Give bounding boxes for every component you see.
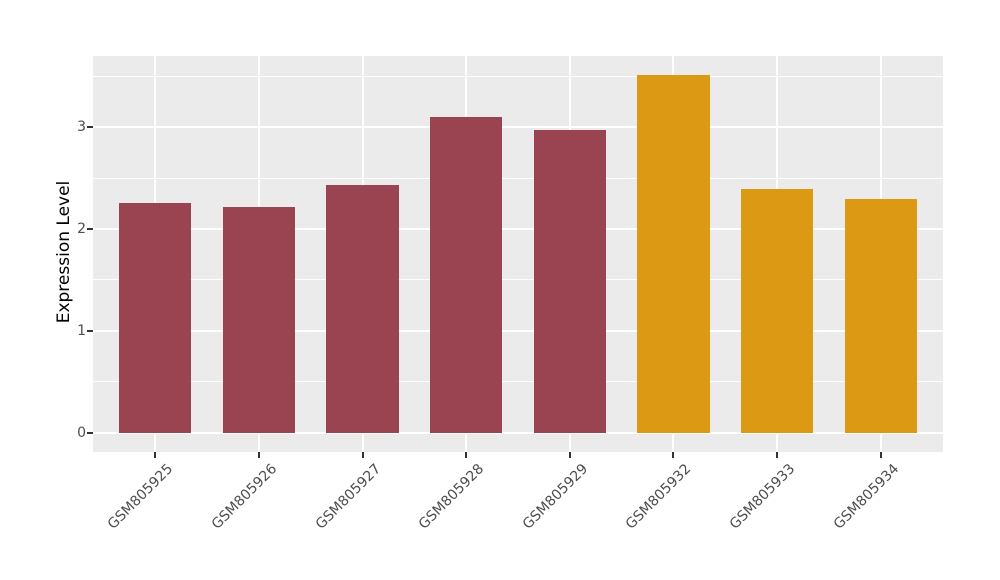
gridline-major-horizontal	[93, 431, 943, 434]
y-axis-title: Expression Level	[54, 180, 74, 324]
plot-panel	[93, 56, 943, 452]
y-tick-mark	[87, 431, 93, 434]
gridline-major-horizontal	[93, 329, 943, 332]
x-tick-label: GSM805933	[726, 461, 799, 533]
x-tick-label: GSM805929	[519, 461, 592, 533]
y-tick-label: 0	[77, 424, 86, 441]
y-tick-label: 3	[77, 119, 86, 136]
x-tick-mark	[879, 452, 882, 458]
y-tick-mark	[87, 228, 93, 231]
bar-GSM805929	[533, 130, 607, 433]
gridline-major-horizontal	[93, 126, 943, 129]
x-tick-label: GSM805925	[104, 461, 177, 533]
x-tick-mark	[154, 452, 157, 458]
y-tick-mark	[87, 329, 93, 332]
bar-GSM805932	[637, 75, 710, 433]
x-tick-mark	[361, 452, 364, 458]
bar-GSM805933	[740, 189, 814, 433]
x-tick-mark	[776, 452, 779, 458]
gridline-minor-horizontal	[93, 75, 943, 77]
bar-GSM805925	[118, 202, 192, 433]
y-tick-label: 1	[77, 322, 86, 339]
bar-GSM805926	[222, 206, 296, 433]
x-tick-label: GSM805928	[415, 461, 488, 533]
gridline-minor-horizontal	[93, 279, 943, 281]
x-tick-mark	[465, 452, 468, 458]
y-tick-mark	[87, 126, 93, 129]
gridline-minor-horizontal	[93, 381, 943, 383]
y-tick-label: 2	[77, 221, 86, 238]
gridline-major-horizontal	[93, 228, 943, 231]
bar-GSM805934	[844, 198, 918, 433]
x-tick-label: GSM805932	[623, 461, 695, 533]
x-tick-mark	[568, 452, 571, 458]
x-tick-label: GSM805926	[208, 461, 281, 533]
x-tick-label: GSM805934	[830, 461, 903, 533]
bar-GSM805927	[326, 185, 399, 433]
x-tick-mark	[257, 452, 260, 458]
x-tick-label: GSM805927	[312, 461, 384, 533]
bar-GSM805928	[429, 117, 503, 433]
x-tick-mark	[672, 452, 675, 458]
gridline-minor-horizontal	[93, 177, 943, 179]
